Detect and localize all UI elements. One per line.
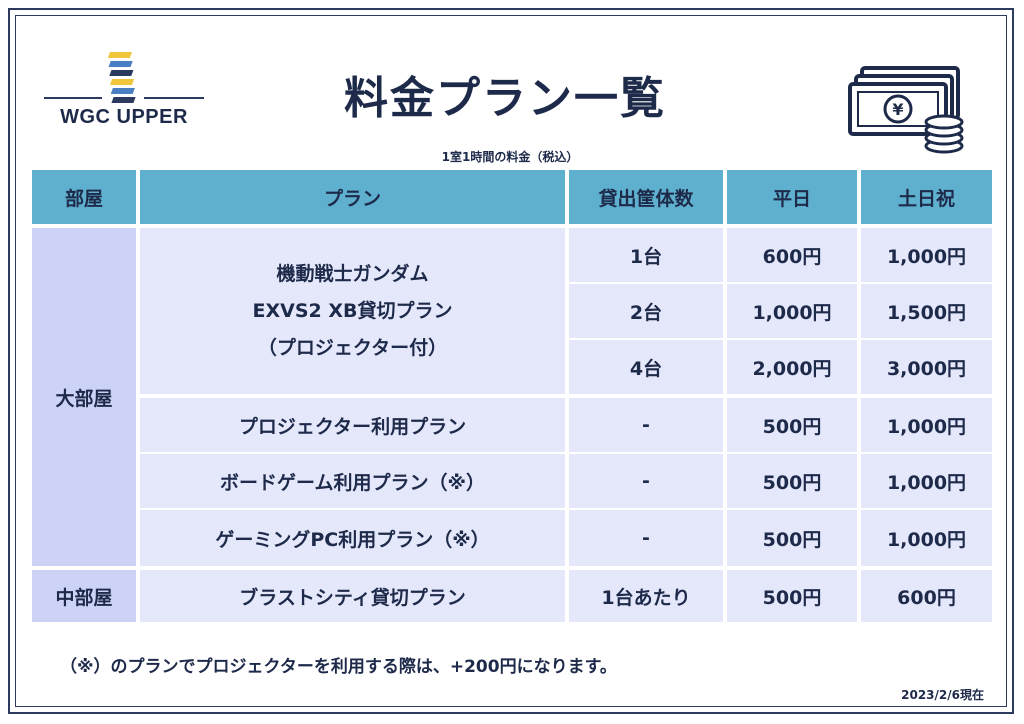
- weekend-price: 600円: [861, 570, 992, 622]
- svg-text:¥: ¥: [892, 100, 903, 119]
- room-medium: 中部屋: [32, 570, 136, 622]
- weekend-price: 1,500円: [861, 284, 992, 338]
- plan-gundam-line3: （プロジェクター付）: [257, 336, 448, 359]
- units-cell: -: [569, 398, 723, 452]
- plan-gundam-line1: 機動戦士ガンダム: [276, 262, 429, 285]
- units-cell: 1台あたり: [569, 570, 723, 622]
- logo: WGC UPPER: [44, 48, 204, 138]
- room-large: 大部屋: [32, 228, 136, 566]
- units-cell: 4台: [569, 340, 723, 394]
- weekend-price: 1,000円: [861, 398, 992, 452]
- units-cell: -: [569, 510, 723, 566]
- weekday-price: 500円: [727, 454, 857, 508]
- page-title: 料金プラン一覧: [344, 73, 666, 124]
- weekday-price: 500円: [727, 510, 857, 566]
- weekday-price: 500円: [727, 398, 857, 452]
- footnote: （※）のプランでプロジェクターを利用する際は、+200円になります。: [60, 657, 617, 677]
- logo-text: WGC UPPER: [60, 106, 188, 128]
- header-weekend: 土日祝: [861, 170, 992, 224]
- outer-border: [8, 8, 1014, 714]
- header-units: 貸出筐体数: [569, 170, 723, 224]
- subtitle: 1室1時間の料金（税込）: [441, 150, 579, 164]
- stairs-logo-icon: [44, 52, 204, 103]
- units-cell: 2台: [569, 284, 723, 338]
- price-table: 部屋 プラン 貸出筐体数 平日 土日祝 大部屋 機動戦士ガンダム EXVS2 X…: [32, 170, 992, 622]
- header-room: 部屋: [32, 170, 136, 224]
- plan-cell: ゲーミングPC利用プラン（※）: [140, 510, 565, 566]
- weekday-price: 600円: [727, 228, 857, 282]
- money-stack-icon: ¥: [848, 66, 964, 154]
- weekend-price: 1,000円: [861, 510, 992, 566]
- weekday-price: 2,000円: [727, 340, 857, 394]
- plan-cell: ブラストシティ貸切プラン: [140, 570, 565, 622]
- units-cell: 1台: [569, 228, 723, 282]
- weekend-price: 1,000円: [861, 454, 992, 508]
- units-cell: -: [569, 454, 723, 508]
- plan-cell: プロジェクター利用プラン: [140, 398, 565, 452]
- inner-border: [15, 15, 1007, 707]
- plan-gundam-line2: EXVS2 XB貸切プラン: [252, 299, 453, 322]
- weekend-price: 1,000円: [861, 228, 992, 282]
- header-weekday: 平日: [727, 170, 857, 224]
- plan-gundam: 機動戦士ガンダム EXVS2 XB貸切プラン （プロジェクター付）: [140, 228, 565, 394]
- plan-cell: ボードゲーム利用プラン（※）: [140, 454, 565, 508]
- header-plan: プラン: [140, 170, 565, 224]
- as-of-date: 2023/2/6現在: [901, 688, 984, 702]
- weekday-price: 500円: [727, 570, 857, 622]
- weekend-price: 3,000円: [861, 340, 992, 394]
- weekday-price: 1,000円: [727, 284, 857, 338]
